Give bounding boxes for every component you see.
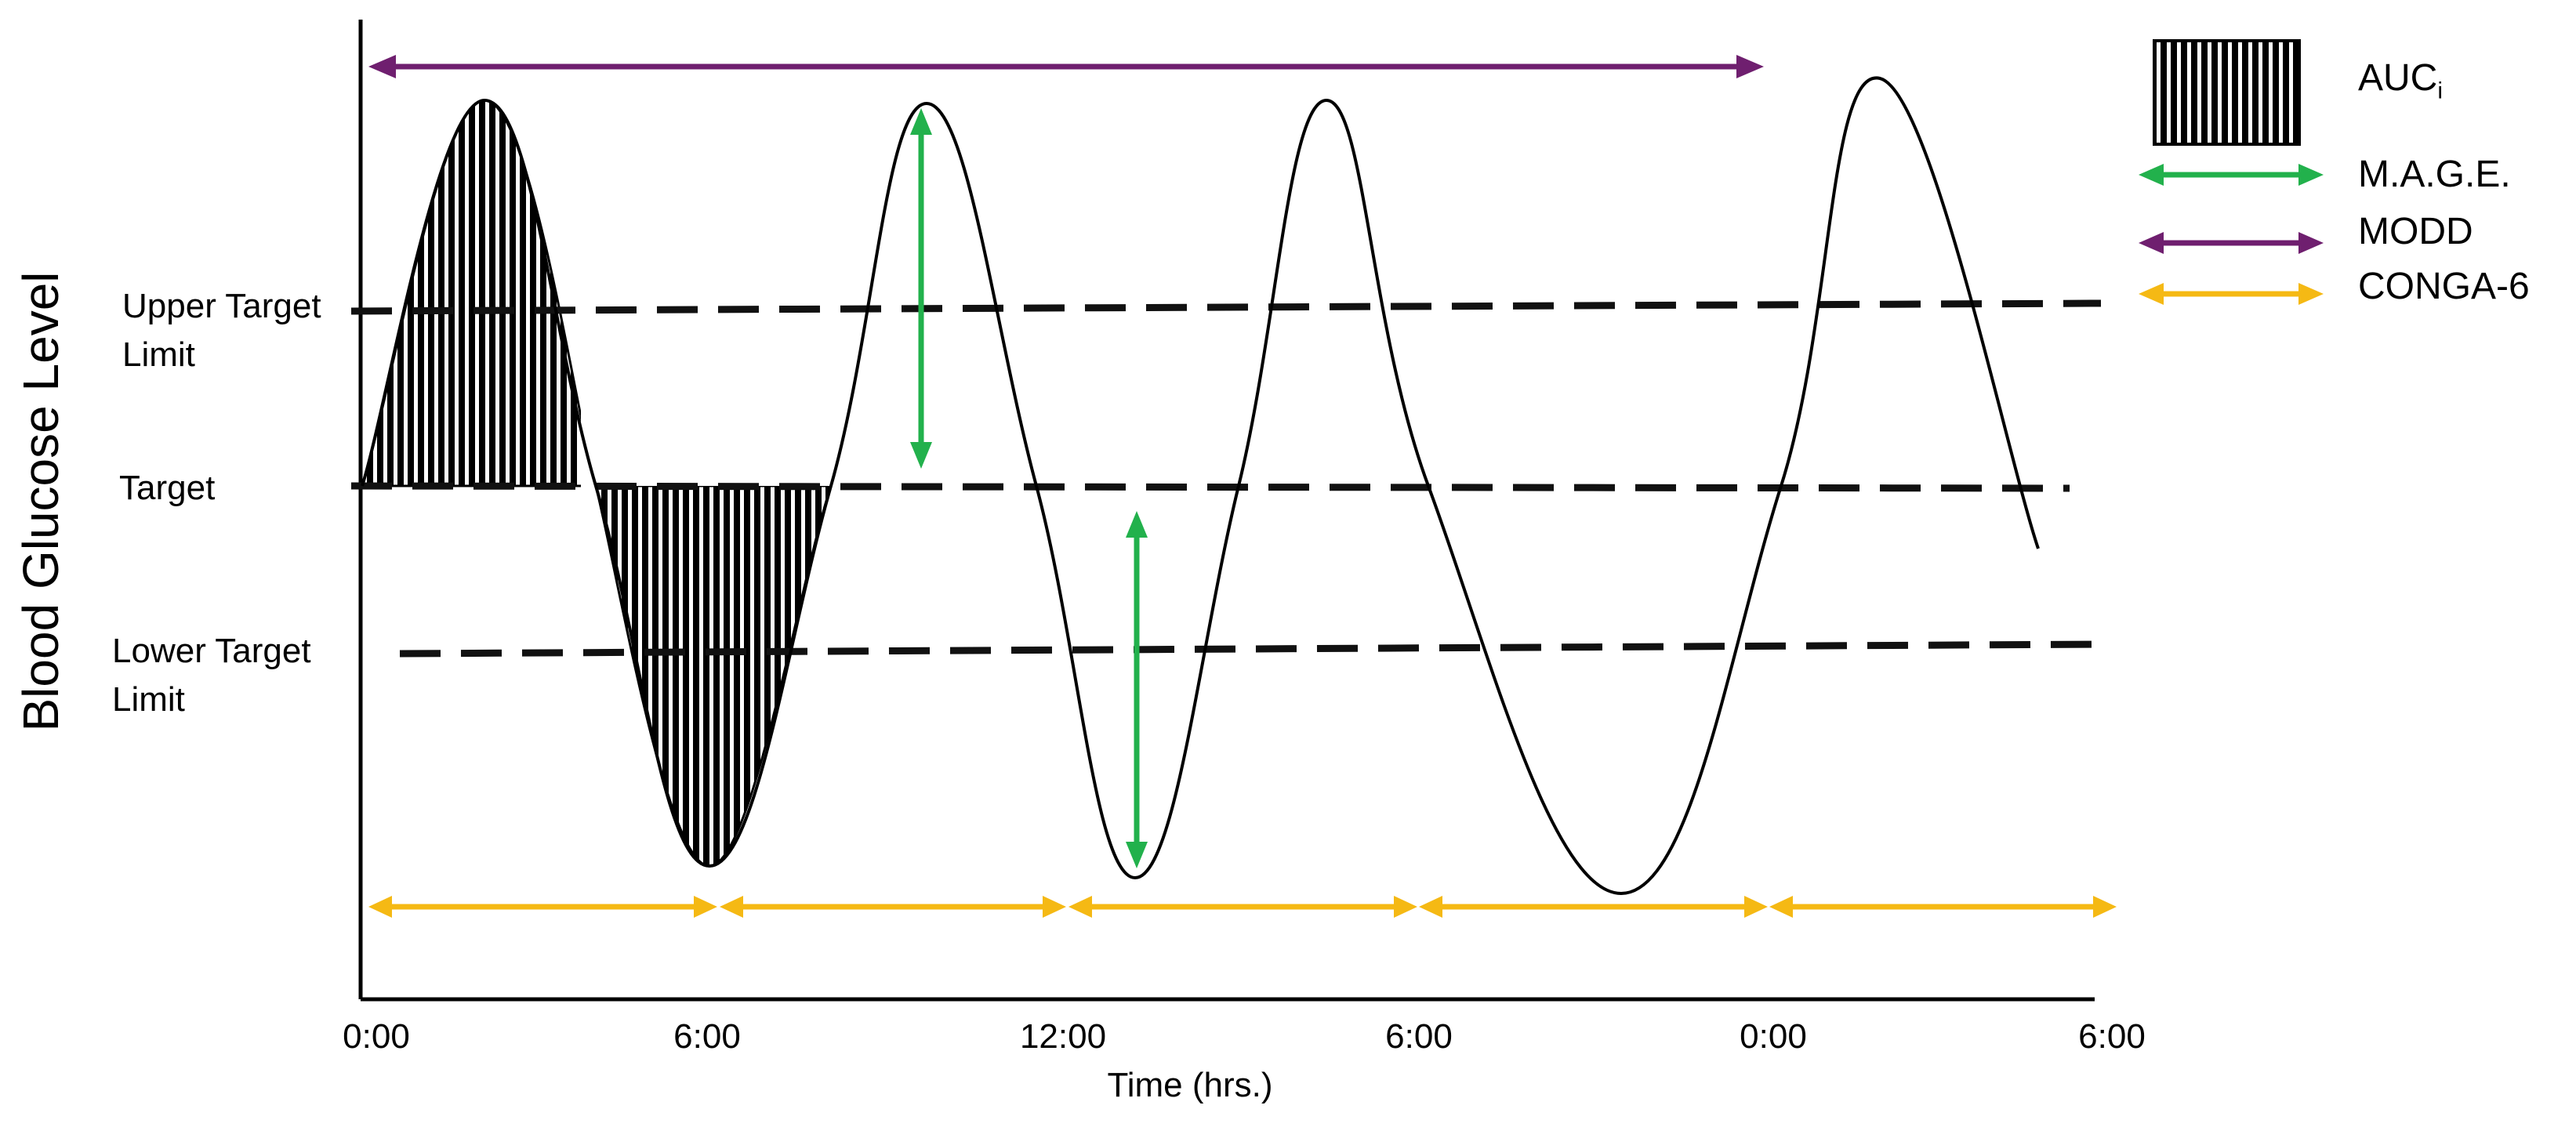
legend-mage-label: M.A.G.E. xyxy=(2358,154,2511,195)
y-axis-label: Blood Glucose Level xyxy=(13,271,69,732)
legend-auc-subscript: i xyxy=(2437,78,2444,104)
conga-arrow-head-right xyxy=(2093,896,2117,918)
legend-auc-swatch xyxy=(2153,39,2301,146)
modd-arrow xyxy=(368,55,1764,78)
legend-conga-label: CONGA-6 xyxy=(2358,266,2530,307)
x-tick-label: 6:00 xyxy=(673,1017,741,1056)
conga-arrow-head-left xyxy=(1769,896,1793,918)
legend-modd-arrow xyxy=(2139,232,2324,254)
x-tick-label: 12:00 xyxy=(1019,1017,1107,1056)
conga-arrow-head-right xyxy=(1744,896,1768,918)
conga-arrow-head-left xyxy=(1068,896,1092,918)
legend-mage-arrow xyxy=(2139,164,2324,186)
lower-target-limit-line xyxy=(399,640,2102,658)
target-line xyxy=(350,482,2070,492)
x-tick-label: 0:00 xyxy=(1740,1017,1807,1056)
x-tick-label: 6:00 xyxy=(1385,1017,1453,1056)
conga-arrow-head-left xyxy=(720,896,743,918)
conga-arrow-head-right xyxy=(694,896,717,918)
glucose-curve xyxy=(361,76,2040,896)
conga-arrow-head-left xyxy=(1419,896,1442,918)
legend-auc-text: AUC xyxy=(2358,57,2438,99)
legend-auc-label: AUCi xyxy=(2358,56,2443,105)
conga-arrow-head-right xyxy=(1043,896,1066,918)
x-tick-label: 0:00 xyxy=(343,1017,410,1056)
x-tick-label: 6:00 xyxy=(2078,1017,2146,1056)
conga-arrows xyxy=(368,896,2117,918)
auc-area-above-target xyxy=(360,99,581,487)
conga-arrow-head-left xyxy=(368,896,392,918)
mage-arrow-nadir xyxy=(1126,511,1148,868)
auc-area-below-target xyxy=(594,486,833,868)
upper-target-limit-line xyxy=(350,299,2102,315)
legend-conga-arrow xyxy=(2139,283,2324,305)
conga-arrow-head-right xyxy=(1394,896,1417,918)
legend-modd-label: MODD xyxy=(2358,211,2473,252)
mage-arrow-peak xyxy=(910,108,932,469)
lower-target-limit-label: Lower Target Limit xyxy=(112,632,311,719)
upper-target-limit-label: Upper Target Limit xyxy=(122,287,321,374)
x-axis-label: Time (hrs.) xyxy=(1107,1066,1273,1104)
target-label: Target xyxy=(119,469,216,507)
